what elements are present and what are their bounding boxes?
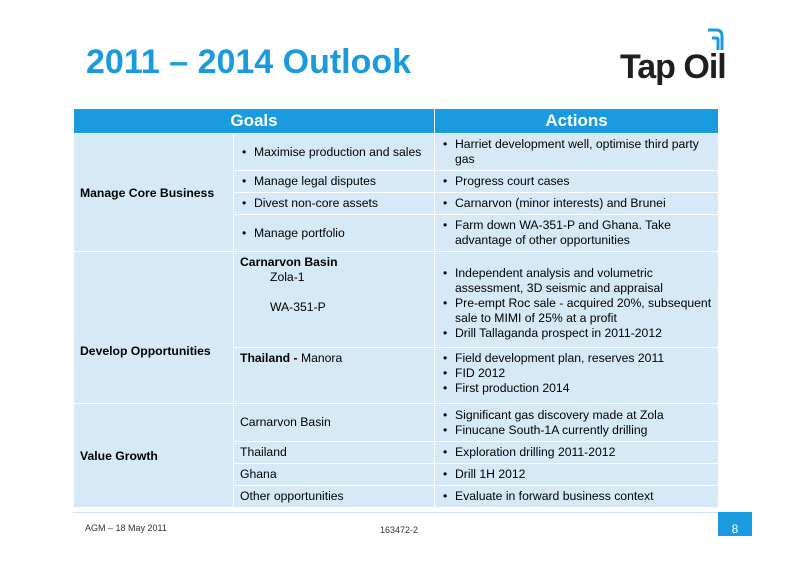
table-row: Other opportunities Evaluate in forward … xyxy=(74,485,719,508)
header-goals: Goals xyxy=(73,108,435,134)
sub-goal: Manage legal disputes xyxy=(240,174,428,189)
oil-drop-icon xyxy=(708,28,724,50)
table-row: Thailand - Manora Field development plan… xyxy=(74,347,719,404)
sub-goal: Manora xyxy=(297,351,343,365)
header-actions: Actions xyxy=(434,108,719,134)
sub-goal: Thailand xyxy=(233,441,435,464)
action-item: Harriet development well, optimise third… xyxy=(441,137,712,167)
action-item: Carnarvon (minor interests) and Brunei xyxy=(441,196,712,211)
sub-goal-heading: Thailand - xyxy=(240,351,298,365)
sub-goal: Maximise production and sales xyxy=(240,145,428,160)
action-item: Evaluate in forward business context xyxy=(441,489,712,504)
action-item: Drill 1H 2012 xyxy=(441,467,712,482)
action-item: Finucane South-1A currently drilling xyxy=(441,423,712,438)
sub-goal: Zola-1 xyxy=(270,270,305,284)
footer-divider xyxy=(73,512,718,513)
sub-goal: WA-351-P xyxy=(270,300,326,314)
action-item: First production 2014 xyxy=(441,381,712,396)
sub-goal: Other opportunities xyxy=(233,485,435,508)
table-header-row: Goals Actions xyxy=(73,108,719,134)
action-item: Exploration drilling 2011-2012 xyxy=(441,445,712,460)
page-number: 8 xyxy=(718,512,752,536)
action-item: FID 2012 xyxy=(441,366,712,381)
table-row: Develop Opportunities Carnarvon Basin Zo… xyxy=(73,251,719,404)
sub-goal-heading: Carnarvon Basin xyxy=(240,255,338,269)
action-item: Field development plan, reserves 2011 xyxy=(441,351,712,366)
action-item: Progress court cases xyxy=(441,174,712,189)
goal-develop-opportunities: Develop Opportunities xyxy=(73,251,234,404)
table-row: Manage Core Business Maximise production… xyxy=(73,133,719,252)
outlook-table: Goals Actions Manage Core Business Maxim… xyxy=(73,108,719,508)
tap-oil-logo: Tap Oil xyxy=(614,28,734,90)
action-item: Pre-empt Roc sale - acquired 20%, subseq… xyxy=(441,296,712,326)
goal-manage-core-business: Manage Core Business xyxy=(73,133,234,252)
footer-doc-id: 163472-2 xyxy=(380,525,419,535)
logo-text: Tap Oil xyxy=(620,48,727,86)
action-item: Significant gas discovery made at Zola xyxy=(441,408,712,423)
table-row: Value Growth Carnarvon Basin Significant… xyxy=(73,403,719,508)
sub-goal: Ghana xyxy=(233,463,435,486)
table-row: Manage portfolio Farm down WA-351-P and … xyxy=(74,214,719,252)
sub-goal: Manage portfolio xyxy=(240,226,428,241)
slide-title: 2011 – 2014 Outlook xyxy=(86,43,412,81)
sub-goal: Divest non-core assets xyxy=(240,196,428,211)
table-row: Thailand Exploration drilling 2011-2012 xyxy=(74,441,719,464)
action-item: Drill Tallaganda prospect in 2011-2012 xyxy=(441,326,712,341)
goal-value-growth: Value Growth xyxy=(73,403,234,508)
action-item: Independent analysis and volumetric asse… xyxy=(441,266,712,296)
footer-date: AGM – 18 May 2011 xyxy=(85,523,167,533)
sub-goal: Carnarvon Basin xyxy=(233,403,435,442)
goal-label: Develop Opportunities xyxy=(80,343,211,358)
action-item: Farm down WA-351-P and Ghana. Take advan… xyxy=(441,218,712,248)
